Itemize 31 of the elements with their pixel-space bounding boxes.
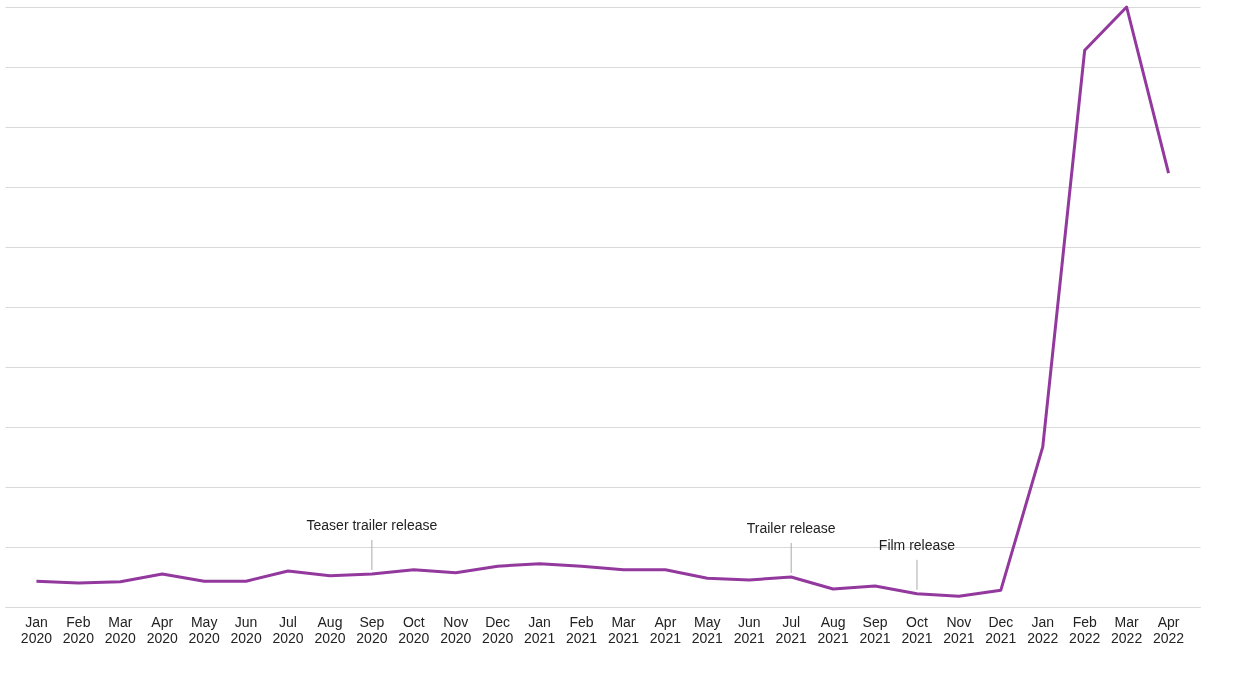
x-tick-label: Jun 2021 [733, 613, 766, 646]
x-tick-label: Nov 2021 [943, 613, 975, 646]
x-tick-label: Sep 2021 [859, 613, 891, 646]
x-tick-label: Apr 2021 [649, 613, 682, 646]
x-tick-label: Jul 2021 [775, 613, 807, 646]
x-tick-label: May 2020 [188, 613, 220, 646]
x-tick-label: Nov 2020 [440, 613, 472, 646]
x-tick-label: Jun 2020 [230, 613, 262, 646]
x-tick-label: Oct 2020 [398, 613, 430, 646]
x-tick-label: Jul 2020 [272, 613, 304, 646]
x-tick-label: Jan 2020 [20, 613, 53, 646]
annotation: Film release [878, 536, 956, 553]
x-tick-label: Mar 2021 [607, 613, 640, 646]
x-tick-label: Oct 2021 [901, 613, 933, 646]
x-tick-label: Dec 2021 [985, 613, 1017, 646]
x-tick-label: Jan 2021 [524, 613, 556, 646]
x-tick-label: Dec 2020 [482, 613, 514, 646]
x-tick-label: Apr 2020 [146, 613, 179, 646]
x-tick-label: Apr 2022 [1152, 613, 1185, 646]
x-tick-label: Feb 2022 [1069, 613, 1101, 646]
x-tick-label: Jan 2022 [1027, 613, 1059, 646]
x-tick-label: Feb 2021 [565, 613, 598, 646]
x-tick-label: Sep 2020 [356, 613, 388, 646]
x-tick-label: Aug 2020 [314, 613, 346, 646]
annotation: Teaser trailer release [306, 517, 438, 533]
x-tick-label: Mar 2020 [104, 613, 137, 646]
x-tick-label: Mar 2022 [1111, 613, 1143, 646]
x-tick-label: May 2021 [691, 613, 724, 646]
annotation: Trailer release [746, 520, 836, 536]
x-tick-label: Feb 2020 [62, 613, 95, 646]
x-tick-label: Aug 2021 [817, 613, 849, 646]
